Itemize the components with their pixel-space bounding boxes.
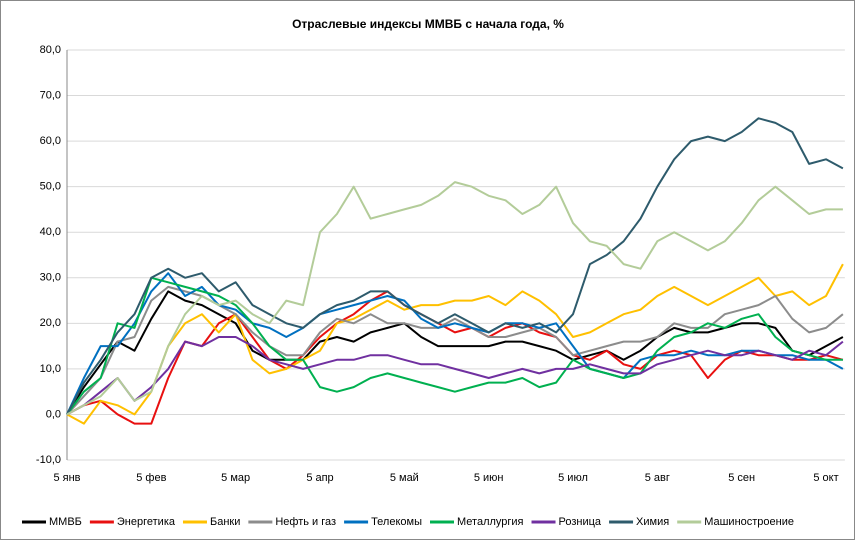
y-tick-label: 80,0 — [40, 44, 61, 56]
legend-label: Химия — [636, 516, 669, 528]
legend-label: Энергетика — [117, 516, 176, 528]
series-line — [66, 276, 843, 415]
y-tick-label: -10,0 — [36, 454, 61, 466]
y-tick-label: 20,0 — [40, 317, 61, 329]
series-line — [66, 290, 844, 415]
y-tick-label: 60,0 — [40, 135, 61, 147]
legend-label: Телекомы — [371, 516, 422, 528]
y-tick-label: 70,0 — [40, 89, 61, 101]
y-tick-label: 50,0 — [40, 181, 61, 193]
x-tick-label: 5 май — [390, 472, 419, 484]
series-line — [66, 117, 844, 415]
y-tick-label: 0,0 — [46, 408, 61, 420]
legend-label: Розница — [559, 516, 602, 528]
x-tick-label: 5 окт — [813, 472, 838, 484]
x-tick-label: 5 фев — [136, 472, 166, 484]
series-line — [66, 336, 844, 416]
x-tick-label: 5 июл — [558, 472, 588, 484]
legend-label: Металлургия — [457, 516, 524, 528]
legend-label: ММВБ — [49, 516, 82, 528]
legend-label: Машиностроение — [704, 516, 794, 528]
x-tick-label: 5 апр — [306, 472, 333, 484]
y-tick-label: 10,0 — [40, 363, 61, 375]
chart-title: Отраслевые индексы ММВБ с начала года, % — [292, 17, 564, 31]
legend-label: Нефть и газ — [275, 516, 336, 528]
x-tick-label: 5 мар — [221, 472, 250, 484]
x-tick-label: 5 июн — [474, 472, 504, 484]
x-tick-label: 5 сен — [728, 472, 755, 484]
series-line — [66, 285, 844, 416]
x-tick-label: 5 янв — [53, 472, 80, 484]
x-tick-label: 5 авг — [645, 472, 670, 484]
y-tick-label: 30,0 — [40, 272, 61, 284]
legend-label: Банки — [210, 516, 240, 528]
y-tick-label: 40,0 — [40, 226, 61, 238]
series-line — [66, 181, 843, 416]
series-line — [66, 263, 844, 425]
